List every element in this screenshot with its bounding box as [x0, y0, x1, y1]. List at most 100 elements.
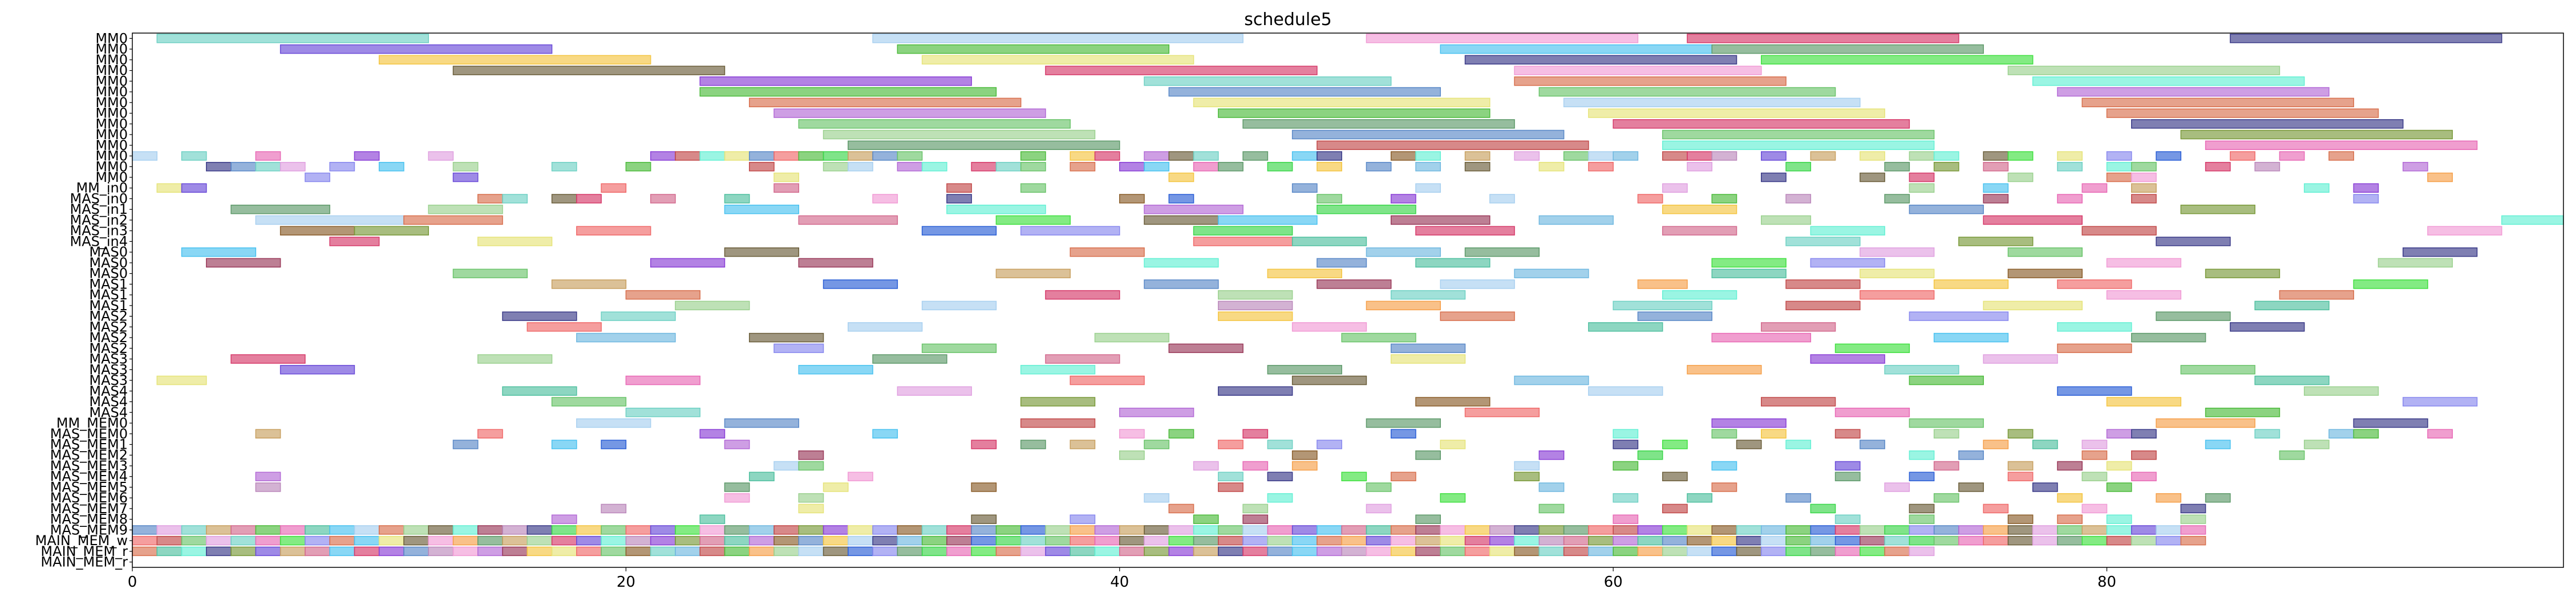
- task-bar: [2403, 247, 2478, 257]
- task-bar: [1810, 503, 1836, 514]
- row-label: MAIN_MEM_r: [40, 543, 128, 559]
- task-bar: [1884, 482, 1910, 492]
- task-bar: [206, 162, 232, 172]
- task-bar: [1415, 397, 1490, 407]
- task-bar: [403, 525, 429, 535]
- task-bar: [1909, 450, 1935, 460]
- task-bar: [1291, 151, 1318, 161]
- task-bar: [1193, 546, 1219, 557]
- task-bar: [2303, 386, 2379, 396]
- task-bar: [1687, 34, 1959, 43]
- task-bar: [1933, 461, 1959, 471]
- task-bar: [848, 140, 1120, 151]
- task-bar: [1144, 535, 1170, 546]
- task-bar: [1464, 162, 1490, 172]
- task-bar: [2106, 162, 2132, 172]
- task-bar: [1933, 429, 1959, 438]
- task-bar: [872, 354, 947, 364]
- row-label: MM0: [95, 137, 128, 153]
- task-bar: [1662, 472, 1688, 481]
- task-bar: [1094, 525, 1120, 535]
- task-bar: [699, 87, 997, 97]
- task-bar: [1341, 332, 1416, 343]
- task-bar: [1687, 525, 1712, 535]
- row-label: MAS_MEM8: [50, 511, 128, 527]
- task-bar: [181, 546, 207, 557]
- row-label: MAS_in3: [70, 223, 128, 239]
- task-bar: [2106, 108, 2379, 118]
- task-bar: [502, 386, 577, 396]
- task-bar: [946, 204, 1046, 214]
- task-bar: [2057, 151, 2083, 161]
- task-bar: [1834, 429, 1861, 438]
- task-bar: [748, 98, 1022, 108]
- task-bar: [773, 343, 824, 354]
- task-bar: [921, 300, 997, 311]
- task-bar: [230, 525, 257, 535]
- row-label: MAS_in0: [70, 190, 128, 206]
- task-bar: [872, 34, 1244, 43]
- task-bar: [1637, 546, 1663, 557]
- task-bar: [2007, 66, 2281, 75]
- task-bar: [1834, 461, 1861, 471]
- task-bar: [280, 525, 306, 535]
- task-bar: [1440, 440, 1466, 449]
- task-bar: [1662, 503, 1688, 514]
- task-bar: [2106, 482, 2132, 492]
- task-bar: [921, 226, 997, 235]
- task-bar: [2156, 311, 2231, 321]
- task-bar: [971, 546, 997, 557]
- task-bar: [1637, 194, 1663, 204]
- task-bar: [1193, 535, 1219, 546]
- task-bar: [2403, 162, 2428, 172]
- task-bar: [255, 535, 281, 546]
- task-bar: [403, 535, 429, 546]
- task-bar: [452, 162, 479, 172]
- task-bar: [601, 525, 627, 535]
- task-bar: [1366, 247, 1441, 257]
- task-bar: [748, 162, 775, 172]
- task-bar: [1514, 546, 1540, 557]
- task-bar: [1860, 546, 1885, 557]
- task-bar: [773, 535, 800, 546]
- task-bar: [1736, 525, 1762, 535]
- task-bar: [255, 429, 281, 438]
- task-bar: [2156, 535, 2182, 546]
- task-bar: [2279, 151, 2305, 161]
- task-bar: [477, 194, 503, 204]
- task-bar: [897, 535, 923, 546]
- task-bar: [526, 322, 602, 332]
- task-bar: [1144, 279, 1219, 289]
- task-bar: [872, 151, 898, 161]
- task-bar: [255, 546, 281, 557]
- task-bar: [1390, 535, 1416, 546]
- task-bar: [2156, 237, 2231, 246]
- task-bar: [280, 546, 306, 557]
- task-bar: [551, 440, 577, 449]
- x-tick-label: 20: [617, 574, 635, 591]
- task-bar: [1711, 151, 1737, 161]
- row-label: MAS0: [89, 255, 128, 271]
- task-bar: [699, 546, 726, 557]
- x-axis: 0 20 40 60 80: [128, 567, 2116, 591]
- task-bar: [2057, 386, 2132, 396]
- task-bar: [699, 151, 726, 161]
- task-bar: [2205, 162, 2231, 172]
- row-label: MM0: [95, 169, 128, 185]
- task-bar: [601, 311, 676, 321]
- task-bar: [1613, 119, 1910, 129]
- task-bar: [181, 525, 207, 535]
- row-label: MAS1: [89, 276, 128, 292]
- task-bar: [1168, 546, 1194, 557]
- task-bar: [1020, 151, 1046, 161]
- task-bar: [1909, 546, 1935, 557]
- task-bar: [2032, 76, 2305, 86]
- row-label: MAIN_MEM_r: [40, 554, 128, 570]
- task-bar: [1588, 546, 1614, 557]
- row-label: MAS2: [89, 340, 128, 356]
- task-bar: [1168, 172, 1194, 182]
- row-label: MAS4: [89, 383, 128, 399]
- task-bar: [1020, 365, 1096, 375]
- task-bar: [2328, 429, 2354, 438]
- task-bar: [724, 493, 750, 503]
